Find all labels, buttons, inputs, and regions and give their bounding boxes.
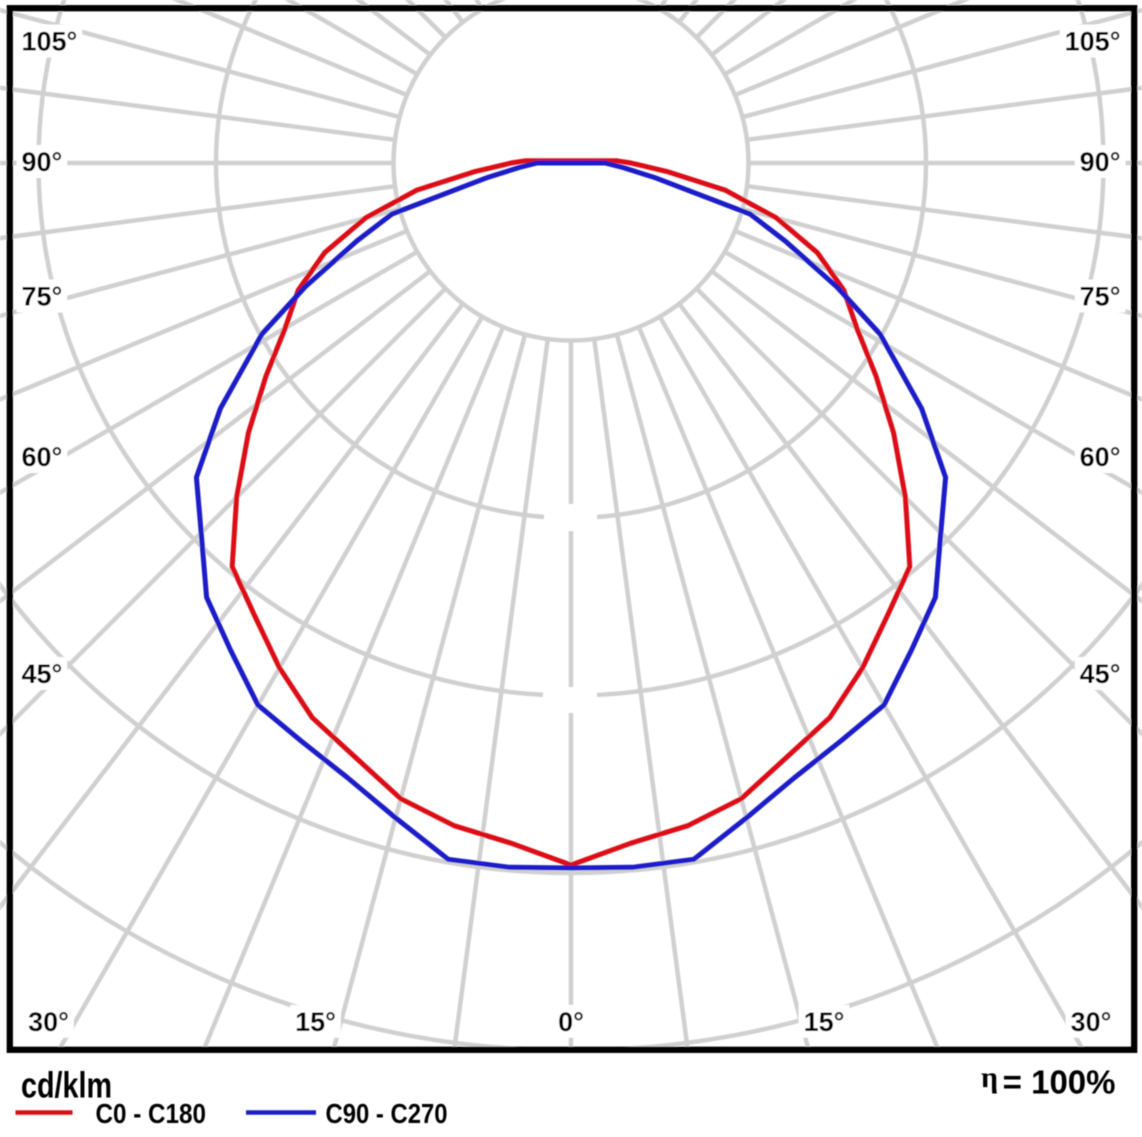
svg-text:60°: 60° [1080,442,1121,472]
svg-text:η: η [981,1061,998,1094]
svg-text:= 100%: = 100% [1003,1064,1116,1101]
svg-text:45°: 45° [1080,659,1121,689]
svg-text:30°: 30° [28,1007,69,1037]
svg-text:90°: 90° [1080,147,1121,177]
svg-text:60°: 60° [22,442,63,472]
svg-text:75°: 75° [22,282,63,312]
svg-text:C90 - C270: C90 - C270 [326,1098,448,1129]
svg-text:15°: 15° [295,1007,336,1037]
svg-text:105°: 105° [22,27,78,57]
svg-text:30°: 30° [1071,1007,1112,1037]
svg-text:45°: 45° [22,659,63,689]
svg-text:C0 - C180: C0 - C180 [96,1098,207,1129]
svg-text:15°: 15° [804,1007,845,1037]
svg-text:75°: 75° [1080,282,1121,312]
svg-text:105°: 105° [1065,27,1121,57]
svg-text:0°: 0° [558,1007,584,1037]
svg-text:90°: 90° [22,147,63,177]
